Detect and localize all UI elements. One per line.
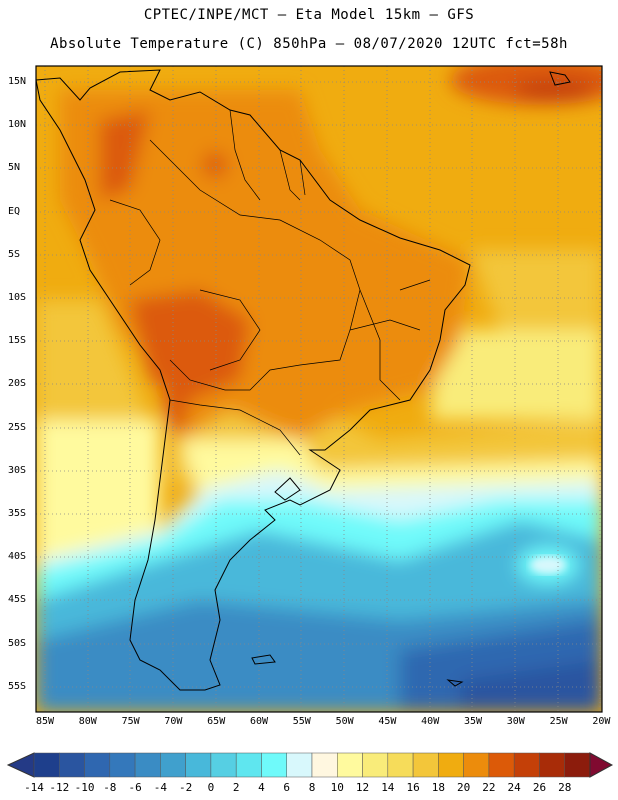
colorbar-swatch <box>185 752 212 778</box>
colorbar-label: 8 <box>308 781 316 794</box>
colorbar-label: 6 <box>283 781 291 794</box>
colorbar-label: -10 <box>74 781 95 794</box>
lon-label: 60W <box>249 716 269 727</box>
lat-label: 10N <box>8 119 27 131</box>
lat-label: 30S <box>8 464 27 476</box>
temperature-field <box>36 66 602 712</box>
colorbar-swatch <box>362 752 389 778</box>
lat-label: 45S <box>8 594 27 606</box>
lon-label: 75W <box>121 716 140 727</box>
colorbar-label: 28 <box>558 781 572 794</box>
colorbar-label: 22 <box>482 781 496 794</box>
colorbar-label: 26 <box>532 781 547 794</box>
colorbar-swatch <box>286 752 313 778</box>
lon-label: 65W <box>207 716 226 727</box>
colorbar-label: 14 <box>381 781 395 794</box>
colorbar-label: 4 <box>258 781 265 794</box>
colorbar-swatch <box>412 752 439 778</box>
lat-label: 25S <box>8 421 27 433</box>
colorbar-label: 24 <box>507 781 521 794</box>
lat-label: 15S <box>8 335 27 347</box>
colorbar-swatch <box>539 752 565 778</box>
lat-label: 15N <box>8 76 27 87</box>
country-borders <box>109 109 431 456</box>
colorbar-swatch <box>488 752 515 778</box>
colorbar-label: 16 <box>406 781 420 794</box>
lat-label: 20S <box>8 378 27 390</box>
colorbar-swatch <box>59 752 85 778</box>
lat-label: 10S <box>8 292 27 303</box>
colorbar-label: -4 <box>153 781 167 794</box>
map-frame <box>35 65 603 713</box>
temperature-map <box>35 65 603 713</box>
lon-label: 50W <box>335 716 354 727</box>
colorbar-swatch <box>337 752 363 778</box>
colorbar-label: -2 <box>179 781 193 794</box>
colorbar <box>6 752 614 778</box>
lat-label: 55S <box>8 680 27 692</box>
colorbar-label: 2 <box>232 781 240 794</box>
colorbar-swatch <box>311 752 338 778</box>
colorbar-swatch <box>235 752 262 778</box>
colorbar-swatch <box>33 752 60 778</box>
colorbar-label: -14 <box>24 781 44 794</box>
colorbar-label: 20 <box>457 781 471 794</box>
lon-label: 40W <box>421 716 440 727</box>
colorbar-label: -6 <box>128 781 142 794</box>
colorbar-label: 12 <box>355 781 370 794</box>
lat-label: 40S <box>8 551 27 563</box>
lon-label: 35W <box>463 716 483 727</box>
colorbar-swatch <box>513 752 540 778</box>
colorbar-swatch <box>210 752 237 778</box>
colorbar-under-arrow <box>6 752 35 778</box>
colorbar-swatch <box>134 752 161 778</box>
title-line-1: CPTEC/INPE/MCT – Eta Model 15km – GFS <box>143 7 475 23</box>
colorbar-swatch <box>160 752 186 778</box>
lat-label: 50S <box>8 637 27 649</box>
colorbar-swatch <box>387 752 414 778</box>
lon-label: 30W <box>506 716 525 727</box>
colorbar-swatch <box>564 752 591 778</box>
lon-label: 80W <box>78 716 97 727</box>
colorbar-label: 18 <box>431 781 445 794</box>
lon-label: 25W <box>549 716 568 727</box>
colorbar-over-arrow <box>589 752 614 778</box>
colorbar-label: -8 <box>103 781 117 794</box>
lon-label: 45W <box>378 716 397 727</box>
coastlines <box>36 69 571 691</box>
colorbar-swatch <box>463 752 490 778</box>
colorbar-label: 10 <box>330 781 344 794</box>
colorbar-label: -12 <box>49 781 70 794</box>
lat-label: EQ <box>8 205 21 217</box>
lon-label: 20W <box>592 716 611 727</box>
colorbar-swatch <box>261 752 287 778</box>
lat-label: 5S <box>8 248 21 260</box>
colorbar-swatch <box>109 752 136 778</box>
lat-label: 35S <box>8 508 27 519</box>
lon-label: 85W <box>35 716 55 727</box>
colorbar-swatch <box>438 752 464 778</box>
lon-label: 70W <box>164 716 183 727</box>
colorbar-swatch <box>84 752 111 778</box>
colorbar-label: 0 <box>207 781 215 794</box>
title-line-2: Absolute Temperature (C) 850hPa – 08/07/… <box>50 36 568 52</box>
lon-label: 55W <box>292 716 311 727</box>
lat-label: 5N <box>8 162 21 174</box>
